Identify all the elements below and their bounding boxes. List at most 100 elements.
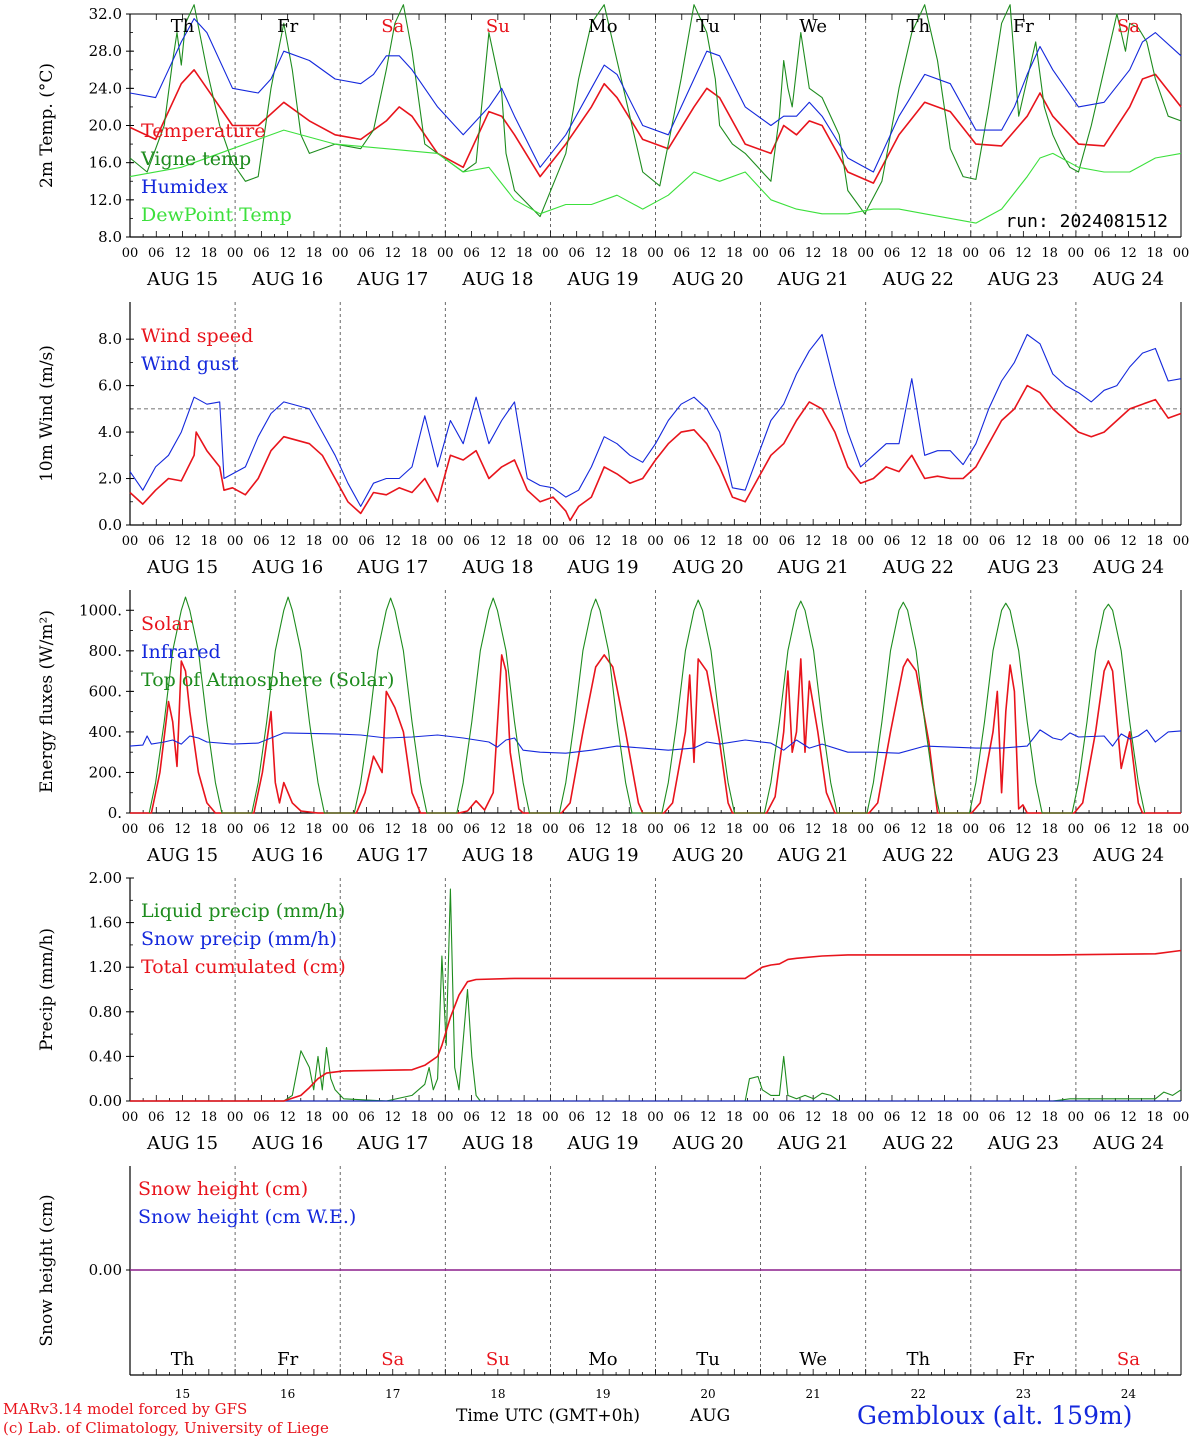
x-tick-label: 00 xyxy=(332,822,349,837)
day-number: 19 xyxy=(595,1387,610,1401)
x-tick-label: 00 xyxy=(542,822,559,837)
x-tick-label: 00 xyxy=(227,246,244,261)
date-label: AUG 24 xyxy=(1092,845,1164,866)
x-tick-label: 06 xyxy=(884,822,901,837)
date-label: AUG 18 xyxy=(461,269,533,290)
x-tick-label: 00 xyxy=(122,246,139,261)
day-number: 16 xyxy=(280,1387,295,1401)
x-tick-label: 18 xyxy=(621,1110,638,1125)
legend-entry: Humidex xyxy=(141,176,228,198)
y-tick-label: 2.00 xyxy=(89,869,122,887)
x-tick-label: 06 xyxy=(568,246,585,261)
x-tick-label: 06 xyxy=(674,534,691,549)
x-tick-label: 18 xyxy=(726,534,743,549)
x-tick-label: 12 xyxy=(1015,534,1032,549)
x-tick-label: 00 xyxy=(857,822,874,837)
x-tick-label: 12 xyxy=(910,246,927,261)
x-tick-label: 18 xyxy=(621,246,638,261)
day-abbr-top: Fr xyxy=(277,16,298,37)
x-tick-label: 12 xyxy=(279,534,296,549)
legend-entry: Snow precip (mm/h) xyxy=(141,928,337,950)
series-line-dewpoint-temp xyxy=(129,129,1182,224)
x-tick-label: 18 xyxy=(306,534,323,549)
x-tick-label: 00 xyxy=(1068,1110,1085,1125)
day-abbr-top: Sa xyxy=(1117,16,1140,37)
x-tick-label: 18 xyxy=(726,822,743,837)
day-abbr-bottom: Fr xyxy=(1013,1349,1034,1370)
x-tick-label: 12 xyxy=(595,822,612,837)
y-tick-label: 32.0 xyxy=(89,5,122,23)
date-label: AUG 16 xyxy=(251,845,323,866)
legend-entry: Top of Atmosphere (Solar) xyxy=(141,669,394,691)
date-label: AUG 19 xyxy=(566,1133,638,1154)
x-tick-label: 06 xyxy=(884,246,901,261)
series-line-total-cumulated-cm- xyxy=(130,949,1182,1102)
x-tick-label: 12 xyxy=(384,246,401,261)
legend-entry: Wind speed xyxy=(141,325,253,347)
x-tick-label: 00 xyxy=(1173,534,1190,549)
run-label: run: 2024081512 xyxy=(1005,211,1168,232)
legend-entry: Snow height (cm W.E.) xyxy=(138,1206,356,1228)
date-label: AUG 20 xyxy=(671,845,743,866)
x-tick-label: 06 xyxy=(358,822,375,837)
y-tick-label: 24.0 xyxy=(89,79,122,97)
date-label: AUG 16 xyxy=(251,557,323,578)
x-tick-label: 18 xyxy=(516,1110,533,1125)
date-label: AUG 20 xyxy=(671,269,743,290)
day-abbr-top: Tu xyxy=(696,16,720,37)
x-tick-label: 00 xyxy=(752,246,769,261)
y-tick-label: 28.0 xyxy=(89,42,122,60)
x-tick-label: 12 xyxy=(1120,534,1137,549)
x-tick-label: 18 xyxy=(726,246,743,261)
date-label: AUG 23 xyxy=(987,557,1059,578)
x-tick-label: 00 xyxy=(1068,822,1085,837)
date-label: AUG 21 xyxy=(777,269,849,290)
date-label: AUG 23 xyxy=(987,1133,1059,1154)
x-tick-label: 12 xyxy=(279,246,296,261)
x-tick-label: 12 xyxy=(490,822,507,837)
y-axis-label: 10m Wind (m/s) xyxy=(37,345,57,482)
x-tick-label: 18 xyxy=(831,534,848,549)
date-label: AUG 16 xyxy=(251,269,323,290)
date-label: AUG 24 xyxy=(1092,557,1164,578)
x-tick-label: 00 xyxy=(1173,246,1190,261)
legend-entry: Solar xyxy=(141,613,193,635)
x-tick-label: 00 xyxy=(1173,822,1190,837)
x-tick-label: 12 xyxy=(384,822,401,837)
y-axis-label: Precip (mm/h) xyxy=(37,928,57,1051)
x-tick-label: 18 xyxy=(516,822,533,837)
date-label: AUG 24 xyxy=(1092,1133,1164,1154)
x-tick-label: 18 xyxy=(201,1110,218,1125)
x-tick-label: 18 xyxy=(1146,1110,1163,1125)
x-tick-label: 00 xyxy=(752,822,769,837)
date-label: AUG 21 xyxy=(777,557,849,578)
y-tick-label: 0.40 xyxy=(89,1047,122,1065)
month-label: AUG xyxy=(690,1406,731,1426)
x-tick-label: 18 xyxy=(831,246,848,261)
x-tick-label: 00 xyxy=(227,534,244,549)
panel-5: 0.00 Snow height (cm) Snow height (cm) Snow… xyxy=(37,1166,1182,1376)
y-axis-label: 2m Temp. (°C) xyxy=(37,63,57,188)
x-tick-label: 06 xyxy=(989,1110,1006,1125)
x-tick-label: 18 xyxy=(831,822,848,837)
x-tick-label: 00 xyxy=(963,822,980,837)
date-label: AUG 22 xyxy=(882,845,954,866)
x-tick-label: 18 xyxy=(621,822,638,837)
date-label: AUG 19 xyxy=(566,557,638,578)
day-abbr-top: Mo xyxy=(588,16,617,37)
x-tick-label: 12 xyxy=(1120,822,1137,837)
x-tick-label: 12 xyxy=(805,822,822,837)
x-tick-label: 12 xyxy=(805,534,822,549)
x-tick-label: 06 xyxy=(253,534,270,549)
x-tick-label: 00 xyxy=(542,1110,559,1125)
x-tick-label: 18 xyxy=(411,246,428,261)
x-tick-label: 00 xyxy=(542,534,559,549)
y-tick-label: 1000. xyxy=(79,601,122,619)
x-tick-label: 06 xyxy=(1094,534,1111,549)
y-axis-label: Snow height (cm) xyxy=(37,1194,57,1346)
date-label: AUG 24 xyxy=(1092,269,1164,290)
series-line-humidex xyxy=(129,18,1182,173)
x-tick-label: 12 xyxy=(700,246,717,261)
x-tick-label: 06 xyxy=(1094,246,1111,261)
day-abbr-bottom: Th xyxy=(171,1349,195,1370)
